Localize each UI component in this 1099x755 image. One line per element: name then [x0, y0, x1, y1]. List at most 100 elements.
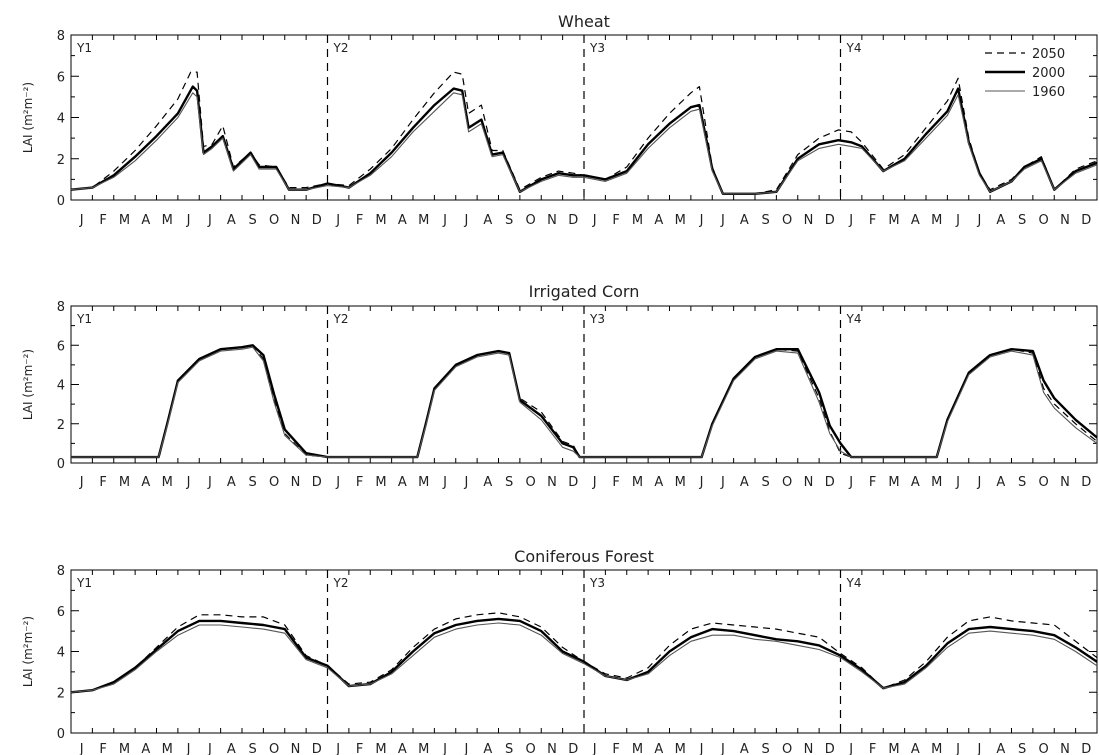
x-tick-label: M: [418, 742, 429, 755]
x-tick-label: O: [269, 475, 279, 490]
x-tick-label: J: [186, 213, 191, 228]
x-tick-label: M: [375, 742, 386, 755]
x-tick-label: J: [335, 213, 340, 228]
x-tick-label: D: [825, 742, 835, 755]
x-tick-label: M: [162, 213, 173, 228]
x-tick-label: A: [483, 475, 492, 490]
x-tick-label: D: [568, 475, 578, 490]
x-tick-label: M: [931, 742, 942, 755]
y-axis-label: LAI (m²m⁻²): [21, 349, 35, 420]
x-tick-label: J: [720, 742, 725, 755]
x-tick-label: A: [740, 742, 749, 755]
x-tick-label: M: [162, 742, 173, 755]
x-tick-label: S: [249, 213, 257, 228]
x-tick-label: O: [782, 742, 792, 755]
x-tick-label: N: [547, 475, 557, 490]
x-tick-label: N: [1060, 742, 1070, 755]
x-tick-label: J: [464, 475, 469, 490]
x-tick-label: J: [699, 475, 704, 490]
x-tick-label: S: [249, 475, 257, 490]
y-tick-label: 8: [57, 300, 65, 315]
x-tick-label: M: [931, 213, 942, 228]
x-tick-label: J: [207, 742, 212, 755]
x-tick-label: N: [804, 475, 814, 490]
x-tick-label: O: [269, 742, 279, 755]
x-tick-label: A: [654, 213, 663, 228]
x-tick-label: F: [356, 742, 363, 755]
x-tick-label: M: [418, 213, 429, 228]
x-tick-label: N: [291, 742, 301, 755]
x-tick-label: F: [612, 213, 619, 228]
x-tick-label: M: [632, 742, 643, 755]
x-tick-label: J: [977, 213, 982, 228]
x-tick-label: A: [483, 213, 492, 228]
x-tick-label: J: [699, 742, 704, 755]
x-tick-label: F: [99, 213, 106, 228]
x-tick-label: M: [675, 213, 686, 228]
series-line-2000: [70, 617, 1098, 694]
x-tick-label: J: [720, 475, 725, 490]
series-line-2000: [71, 344, 1098, 459]
x-tick-label: A: [740, 213, 749, 228]
x-tick-label: O: [782, 213, 792, 228]
x-tick-label: A: [398, 742, 407, 755]
series-line-2050: [70, 71, 1098, 195]
x-tick-label: M: [375, 475, 386, 490]
y-tick-label: 4: [57, 379, 65, 394]
x-tick-label: M: [888, 213, 899, 228]
x-tick-label: J: [335, 742, 340, 755]
y-tick-label: 8: [57, 29, 65, 44]
series-line-2050: [70, 612, 1098, 693]
x-tick-label: J: [592, 742, 597, 755]
x-tick-label: A: [996, 213, 1005, 228]
x-tick-label: J: [848, 475, 853, 490]
x-tick-label: M: [931, 475, 942, 490]
x-tick-label: M: [675, 742, 686, 755]
x-tick-label: M: [888, 475, 899, 490]
x-tick-label: A: [227, 213, 236, 228]
x-tick-label: F: [612, 475, 619, 490]
x-tick-label: J: [977, 475, 982, 490]
x-tick-label: O: [525, 213, 535, 228]
y-axis-label: LAI (m²m⁻²): [21, 82, 35, 153]
y-tick-label: 2: [57, 418, 65, 433]
x-tick-label: O: [269, 213, 279, 228]
x-tick-label: A: [398, 213, 407, 228]
year-label: Y3: [589, 576, 605, 590]
x-tick-label: J: [464, 742, 469, 755]
x-tick-label: F: [869, 742, 876, 755]
x-tick-label: J: [848, 213, 853, 228]
x-tick-label: N: [1060, 475, 1070, 490]
x-tick-label: D: [825, 475, 835, 490]
y-tick-label: 4: [57, 646, 65, 661]
x-tick-label: J: [955, 475, 960, 490]
x-tick-label: J: [955, 742, 960, 755]
x-tick-label: J: [79, 213, 84, 228]
x-tick-label: D: [1081, 475, 1091, 490]
y-tick-label: 0: [57, 457, 65, 472]
x-tick-label: M: [119, 742, 130, 755]
x-tick-label: J: [442, 475, 447, 490]
year-label: Y3: [589, 41, 605, 55]
x-tick-label: M: [675, 475, 686, 490]
x-tick-label: F: [356, 475, 363, 490]
x-tick-label: M: [119, 475, 130, 490]
year-label: Y2: [333, 576, 349, 590]
series-line-1960: [70, 92, 1098, 195]
x-tick-label: J: [186, 742, 191, 755]
y-tick-label: 0: [57, 194, 65, 209]
x-tick-label: A: [996, 742, 1005, 755]
x-tick-label: S: [505, 475, 513, 490]
legend: 2050 2000 1960: [985, 47, 1065, 100]
panel-title: Coniferous Forest: [514, 547, 654, 566]
x-tick-label: A: [911, 742, 920, 755]
x-tick-label: O: [1038, 213, 1048, 228]
x-tick-label: S: [762, 742, 770, 755]
y-tick-label: 6: [57, 70, 65, 85]
x-tick-label: J: [720, 213, 725, 228]
x-tick-label: J: [977, 742, 982, 755]
x-tick-label: A: [996, 475, 1005, 490]
x-tick-label: S: [505, 213, 513, 228]
year-label: Y4: [846, 576, 862, 590]
